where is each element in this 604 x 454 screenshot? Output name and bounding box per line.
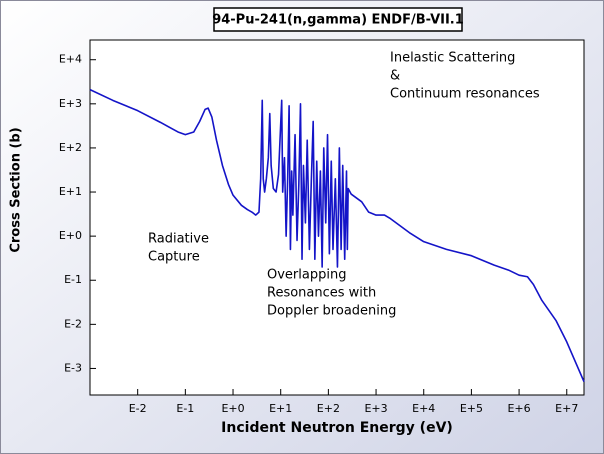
annotation: Inelastic Scattering [390, 51, 515, 66]
annotation: Doppler broadening [267, 304, 396, 319]
y-tick-label: E+4 [59, 53, 82, 66]
x-tick-label: E-2 [129, 402, 147, 415]
x-axis-label: Incident Neutron Energy (eV) [221, 420, 453, 436]
x-tick-label: E+0 [221, 402, 244, 415]
annotation: Resonances with [267, 286, 376, 301]
y-tick-label: E+1 [59, 185, 82, 198]
annotation: & [390, 69, 400, 84]
x-tick-label: E+4 [412, 402, 435, 415]
y-tick-label: E-1 [64, 273, 82, 286]
x-tick-label: E+1 [269, 402, 292, 415]
chart-title: 94-Pu-241(n,gamma) ENDF/B-VII.1 [212, 13, 464, 28]
y-axis-label: Cross Section (b) [9, 127, 24, 252]
title-box [213, 7, 463, 32]
x-tick-label: E+7 [555, 402, 578, 415]
x-tick-label: E+6 [507, 402, 530, 415]
y-tick-label: E-3 [64, 361, 82, 374]
annotation: Overlapping [267, 268, 346, 283]
x-tick-label: E+5 [460, 402, 483, 415]
y-tick-label: E+2 [59, 141, 82, 154]
data-line [89, 88, 585, 383]
y-tick-label: E-2 [64, 317, 82, 330]
annotation: Capture [148, 250, 200, 265]
annotation: Radiative [148, 232, 209, 247]
x-tick-label: E-1 [176, 402, 194, 415]
x-tick-label: E+3 [364, 402, 387, 415]
y-tick-label: E+0 [59, 229, 82, 242]
annotation: Continuum resonances [390, 87, 540, 102]
x-tick-label: E+2 [317, 402, 340, 415]
y-tick-label: E+3 [59, 97, 82, 110]
